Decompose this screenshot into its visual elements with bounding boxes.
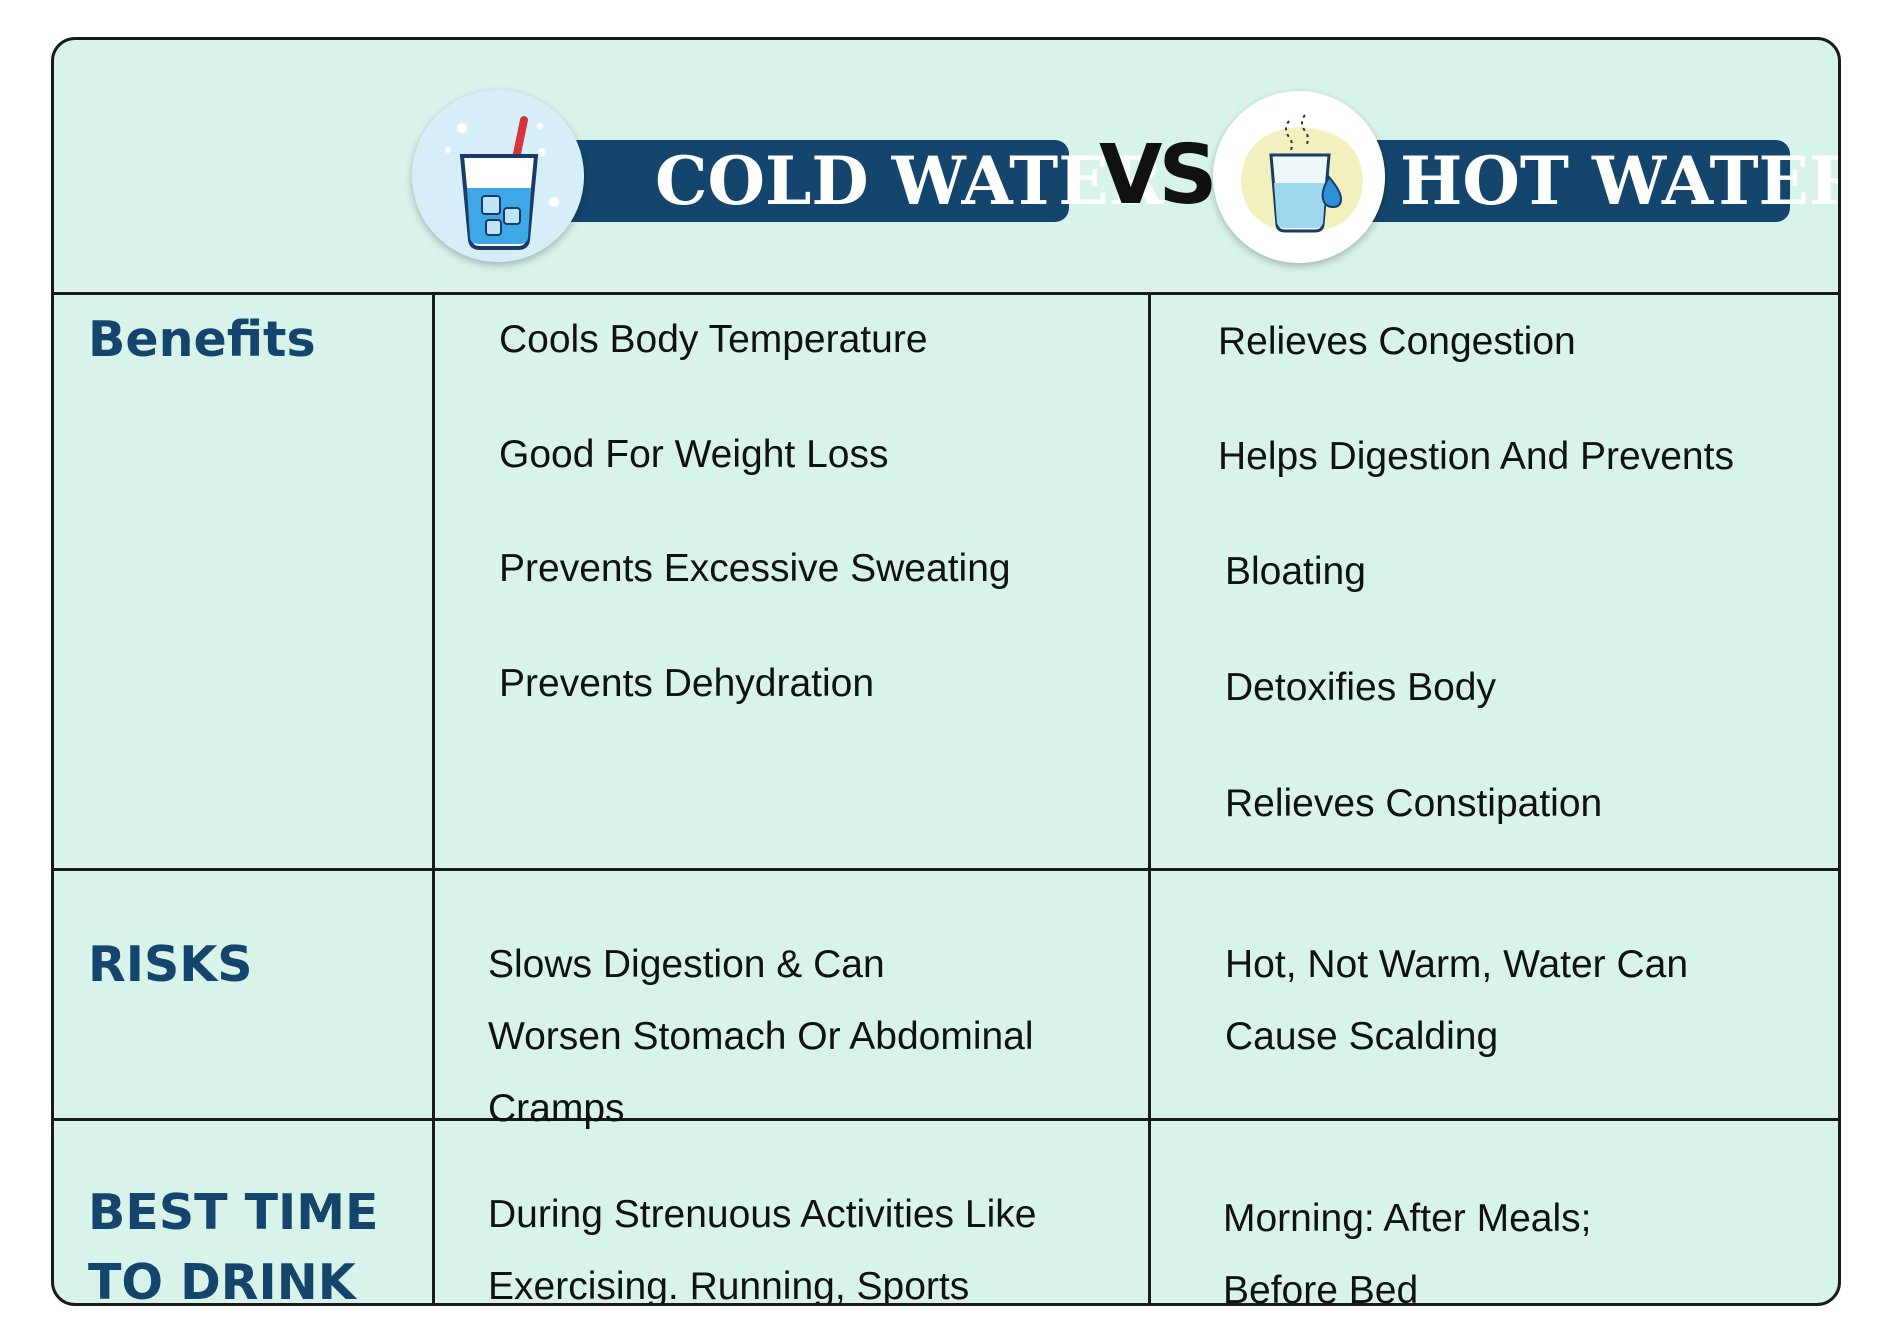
hot-risk: Cause Scalding [1225,1015,1499,1058]
cold-risk: Slows Digestion & Can [488,943,885,986]
hot-benefit: Relieves Constipation [1225,782,1603,825]
hot-benefit: Relieves Congestion [1218,320,1576,363]
row-divider [54,868,1838,871]
row-label-best-time: BEST TIME TO DRINK [88,1184,379,1306]
column-divider [432,292,435,1303]
hot-benefit: Detoxifies Body [1225,666,1496,709]
cold-risk: Worsen Stomach Or Abdominal [488,1015,1034,1058]
hot-benefit: Helps Digestion And Prevents [1218,435,1734,478]
row-label-benefits: Benefits [88,311,316,368]
header-divider [54,292,1838,295]
cold-water-title: COLD WATER [655,142,1164,220]
vs-label: VS [1099,128,1218,223]
cold-water-banner: COLD WATER [560,140,1163,222]
column-divider [1148,292,1151,1303]
row-divider [54,1118,1838,1121]
hot-best-time: Morning: After Meals; [1223,1197,1592,1240]
hot-risk: Hot, Not Warm, Water Can [1225,943,1689,986]
cold-benefit: Prevents Excessive Sweating [499,547,1011,590]
hot-water-glass-icon [1213,91,1385,263]
hot-water-title: HOT WATER [1400,142,1841,220]
hot-water-banner: HOT WATER [1364,140,1838,222]
row-label-risks: RISKS [88,936,253,993]
cold-benefit: Cools Body Temperature [499,318,928,361]
comparison-table: COLD WATER VS HOT WATER [51,37,1841,1306]
cold-benefit: Good For Weight Loss [499,433,889,476]
cold-benefit: Prevents Dehydration [499,662,875,705]
hot-benefit: Bloating [1225,550,1366,593]
cold-best-time: During Strenuous Activities Like [488,1193,1037,1236]
hot-best-time: Before Bed [1223,1269,1419,1306]
cold-best-time: Exercising. Running, Sports [488,1265,970,1306]
cold-risk: Cramps [488,1087,625,1130]
iced-water-glass-icon [412,90,584,262]
